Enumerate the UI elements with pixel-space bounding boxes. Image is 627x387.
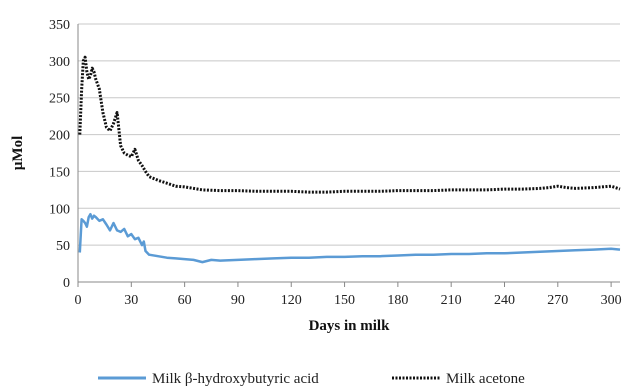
- y-tick-label-250: 250: [49, 92, 70, 107]
- legend-label-acetone: Milk acetone: [446, 371, 525, 387]
- x-tick-label-0: 0: [75, 293, 82, 308]
- axes: [77, 24, 620, 283]
- y-tick-label-0: 0: [63, 276, 70, 291]
- x-tick-label-150: 150: [334, 293, 355, 308]
- gridlines: [78, 23, 620, 246]
- x-axis-ticks: 0 30 60 90 120 150 180 210 240 270 300: [75, 282, 622, 308]
- y-axis-title: µMol: [10, 136, 26, 170]
- y-tick-label-100: 100: [49, 202, 70, 217]
- x-tick-label-60: 60: [178, 293, 192, 308]
- legend-label-bhba: Milk β-hydroxybutyric acid: [152, 371, 319, 387]
- y-axis-ticks: 0 50 100 150 200 250 300 350: [49, 18, 70, 291]
- x-tick-label-270: 270: [547, 293, 568, 308]
- x-axis-title: Days in milk: [309, 318, 391, 334]
- x-tick-label-300: 300: [601, 293, 622, 308]
- y-tick-label-300: 300: [49, 55, 70, 70]
- x-tick-label-30: 30: [124, 293, 138, 308]
- series-line-acetone: [78, 55, 621, 194]
- x-tick-label-90: 90: [231, 293, 245, 308]
- y-tick-label-200: 200: [49, 129, 70, 144]
- x-tick-label-240: 240: [494, 293, 515, 308]
- y-tick-label-50: 50: [56, 239, 70, 254]
- y-tick-label-150: 150: [49, 165, 70, 180]
- series-line-bhba: [78, 212, 621, 264]
- legend: Milk β-hydroxybutyric acid Milk acetone: [98, 371, 525, 387]
- x-tick-label-180: 180: [387, 293, 408, 308]
- x-tick-label-120: 120: [281, 293, 302, 308]
- x-tick-label-210: 210: [441, 293, 462, 308]
- y-tick-label-350: 350: [49, 18, 70, 33]
- series-layer: [78, 55, 621, 264]
